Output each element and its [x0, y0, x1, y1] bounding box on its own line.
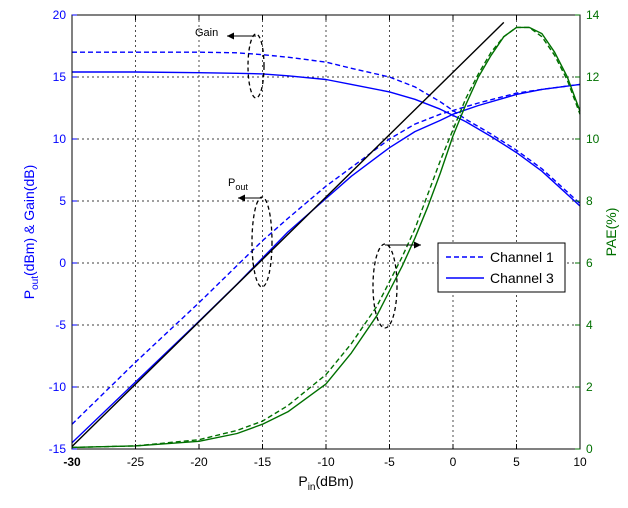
y-left-tick-label: 20	[53, 8, 67, 22]
legend-label-channel-1: Channel 1	[490, 249, 554, 265]
y-left-tick-label: 10	[53, 132, 67, 146]
series-line-channel-3-gain	[72, 71, 581, 207]
y-axis-left-title: Pout(dBm) & Gain(dB)	[21, 165, 41, 300]
annotation-label-pout-sub: out	[235, 182, 248, 192]
x-axis-title-sub: in	[308, 482, 316, 493]
y-right-tick-label: 10	[586, 132, 600, 146]
annotation-ellipse-pout	[251, 196, 273, 288]
y-left-tick-label: -15	[49, 442, 67, 456]
x-tick-label: -30	[63, 455, 81, 469]
annotations: Gain Pout	[195, 27, 421, 329]
x-tick-label: -15	[254, 455, 272, 469]
annotation-ellipse-pae	[372, 243, 398, 329]
y-axis-left-title-rest: (dBm) & Gain(dB)	[21, 165, 37, 276]
x-tick-label: 5	[513, 455, 520, 469]
series-line-channel-1-gain	[72, 51, 581, 205]
annotation-ellipse-gain	[247, 33, 265, 99]
series-line-channel-1-pae	[71, 26, 581, 449]
y-right-tick-label: 12	[586, 70, 600, 84]
x-tick-label: 10	[573, 455, 587, 469]
grid	[72, 15, 580, 449]
annotation-arrow-pout-head	[238, 194, 245, 202]
y-left-tick-label: -5	[55, 318, 66, 332]
y-left-tick-label: 0	[59, 256, 66, 270]
y-axis-left-title-main: P	[21, 290, 37, 299]
annotation-label-pout-main: P	[228, 177, 235, 189]
y-left-tick-label: 5	[59, 194, 66, 208]
y-left-tick-label: -10	[49, 380, 67, 394]
x-tick-label: -5	[384, 455, 395, 469]
ticks: -30 -25 -20 -15 -10 -5 0 5 10 -15 -10 -5 0 5 10 15 20 0 2 4…	[49, 8, 600, 469]
legend-box	[437, 242, 566, 293]
annotation-arrow-gain-head	[227, 32, 234, 40]
annotation-label-gain: Gain	[195, 27, 218, 39]
annotation-arrow-pae-head	[414, 241, 421, 249]
y-right-tick-label: 2	[586, 380, 593, 394]
y-axis-right-title: PAE(%)	[603, 208, 619, 257]
series-layer	[71, 21, 581, 449]
x-axis-title: Pin(dBm)	[298, 473, 353, 493]
annotation-label-pout: Pout	[228, 177, 248, 192]
x-tick-label: 0	[450, 455, 457, 469]
y-right-tick-label: 8	[586, 194, 593, 208]
y-right-tick-label: 6	[586, 256, 593, 270]
x-tick-label: -25	[127, 455, 145, 469]
y-right-tick-label: 0	[586, 442, 593, 456]
y-axis-left-title-sub: out	[30, 276, 41, 290]
legend: Channel 1 Channel 3	[437, 242, 566, 293]
series-line-channel-3-pae	[71, 26, 581, 449]
y-right-tick-label: 4	[586, 318, 593, 332]
y-right-tick-label: 14	[586, 8, 600, 22]
x-axis-title-main: P	[298, 473, 307, 489]
legend-label-channel-3: Channel 3	[490, 270, 554, 286]
y-left-tick-label: 15	[53, 70, 67, 84]
x-tick-label: -20	[190, 455, 208, 469]
x-tick-label: -10	[317, 455, 335, 469]
series-line-ideal-linear-pout	[71, 21, 505, 447]
x-axis-title-rest: (dBm)	[316, 473, 354, 489]
